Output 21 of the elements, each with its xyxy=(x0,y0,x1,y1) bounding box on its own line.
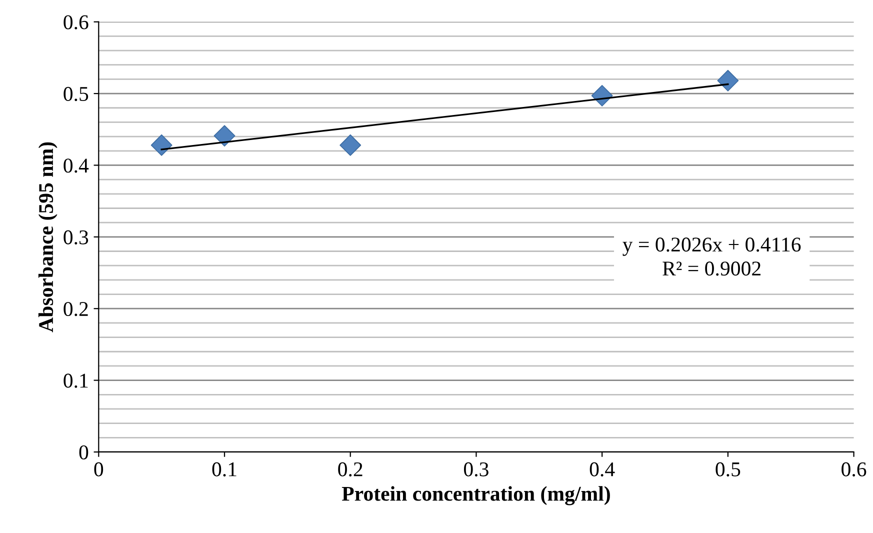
x-tick-label: 0.6 xyxy=(842,462,866,476)
y-tick-label: 0.5 xyxy=(64,86,88,102)
point xyxy=(214,125,236,147)
y-axis-title: Absorbance (595 nm) xyxy=(38,142,58,332)
y-tick-label: 0.4 xyxy=(64,158,89,173)
y-tick-label: 0.6 xyxy=(64,15,88,30)
x-tick-label: 0.5 xyxy=(716,462,740,476)
y-tick-label: 0.1 xyxy=(64,374,88,388)
y-tick-label: 0.3 xyxy=(64,230,88,244)
x-tick-label: 0 xyxy=(94,462,104,476)
x-tick-label: 0.2 xyxy=(338,462,362,476)
point xyxy=(717,70,739,92)
y-tick-label: 0 xyxy=(79,445,88,460)
x-tick-label: 0.4 xyxy=(590,462,615,476)
y-tick-label: 0.2 xyxy=(64,302,88,316)
x-axis-title: Protein concentration (mg/ml) xyxy=(342,486,610,506)
point xyxy=(150,134,172,156)
x-tick-label: 0.3 xyxy=(464,462,488,476)
point xyxy=(340,134,362,156)
annotation: y = 0.2026x + 0.4116 R² = 0.9002 xyxy=(622,238,801,276)
x-tick-label: 0.1 xyxy=(212,462,236,476)
